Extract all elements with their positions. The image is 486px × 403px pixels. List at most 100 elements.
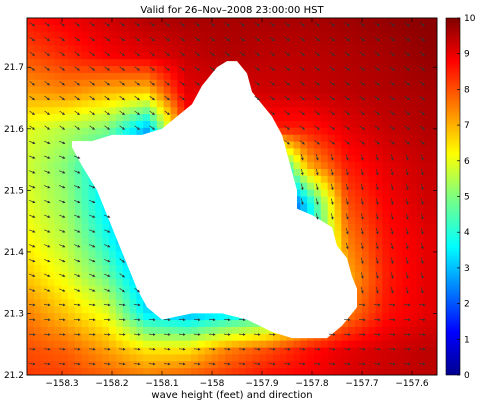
- field-cell: [68, 66, 76, 74]
- field-cell: [286, 66, 295, 74]
- field-cell: [33, 155, 42, 163]
- direction-arrow: [29, 95, 35, 101]
- field-cell: [88, 347, 96, 356]
- field-cell: [115, 107, 124, 115]
- field-cell: [375, 59, 383, 67]
- field-cell: [396, 251, 404, 259]
- field-cell: [314, 189, 322, 198]
- direction-arrow: [388, 318, 396, 322]
- direction-arrow: [329, 36, 335, 42]
- direction-arrow: [344, 95, 350, 101]
- direction-arrow: [358, 318, 366, 322]
- field-cell: [68, 100, 76, 108]
- field-cell: [409, 230, 418, 239]
- field-cell: [143, 31, 151, 40]
- field-cell: [382, 72, 390, 81]
- field-cell: [341, 196, 349, 204]
- field-cell: [40, 182, 49, 191]
- direction-arrow: [284, 36, 290, 42]
- field-cell: [355, 120, 363, 129]
- field-cell: [348, 230, 356, 239]
- field-cell: [88, 306, 96, 314]
- field-cell: [409, 18, 418, 26]
- field-cell: [320, 127, 329, 136]
- field-cell: [361, 361, 370, 369]
- direction-arrow: [254, 22, 260, 27]
- field-cell: [348, 182, 356, 191]
- field-cell: [375, 361, 383, 369]
- field-cell: [122, 24, 131, 33]
- field-cell: [68, 285, 76, 294]
- field-cell: [423, 306, 431, 314]
- field-cell: [197, 361, 206, 369]
- field-cell: [33, 134, 42, 143]
- field-cell: [368, 59, 377, 67]
- field-cell: [327, 72, 336, 81]
- direction-arrow: [194, 66, 200, 71]
- field-cell: [54, 285, 62, 294]
- direction-arrow: [284, 140, 290, 145]
- field-cell: [396, 272, 404, 280]
- direction-arrow: [28, 362, 36, 366]
- field-cell: [320, 45, 329, 53]
- field-cell: [204, 333, 213, 342]
- field-cell: [61, 24, 69, 33]
- field-cell: [320, 347, 329, 356]
- field-cell: [327, 24, 336, 33]
- field-cell: [81, 72, 90, 81]
- field-cell: [27, 141, 35, 150]
- field-cell: [341, 59, 349, 67]
- field-cell: [430, 107, 437, 115]
- field-cell: [259, 31, 267, 40]
- field-cell: [129, 38, 137, 47]
- field-cell: [293, 340, 301, 349]
- field-cell: [218, 31, 226, 40]
- field-cell: [375, 182, 383, 191]
- field-cell: [88, 285, 96, 294]
- field-cell: [197, 347, 206, 356]
- field-cell: [348, 59, 356, 67]
- field-cell: [259, 38, 267, 47]
- field-cell: [423, 52, 431, 60]
- field-cell: [109, 340, 117, 349]
- field-cell: [81, 79, 90, 88]
- field-cell: [430, 203, 437, 211]
- field-cell: [375, 86, 383, 95]
- direction-arrow: [343, 318, 351, 322]
- direction-arrow: [360, 183, 364, 191]
- field-cell: [341, 38, 349, 47]
- field-cell: [33, 52, 42, 60]
- field-cell: [375, 114, 383, 122]
- field-cell: [163, 18, 172, 26]
- field-cell: [88, 203, 96, 211]
- field-cell: [423, 217, 431, 225]
- field-cell: [382, 24, 390, 33]
- direction-arrow: [390, 183, 394, 191]
- field-cell: [361, 272, 370, 280]
- field-cell: [61, 285, 69, 294]
- field-cell: [47, 299, 55, 307]
- field-cell: [389, 52, 397, 60]
- direction-arrow: [134, 95, 140, 101]
- field-cell: [81, 272, 90, 280]
- field-cell: [430, 155, 437, 163]
- field-cell: [252, 59, 260, 67]
- direction-arrow: [44, 273, 51, 277]
- field-cell: [225, 24, 233, 33]
- field-cell: [88, 196, 96, 204]
- field-cell: [74, 127, 83, 136]
- field-cell: [355, 59, 363, 67]
- field-cell: [423, 333, 431, 342]
- field-cell: [74, 72, 83, 81]
- field-cell: [61, 210, 69, 218]
- field-cell: [396, 340, 404, 349]
- field-cell: [293, 196, 301, 204]
- field-cell: [430, 18, 437, 26]
- field-cell: [115, 59, 124, 67]
- field-cell: [307, 162, 315, 170]
- direction-arrow: [254, 51, 260, 56]
- field-cell: [170, 38, 178, 47]
- field-cell: [27, 347, 35, 356]
- field-cell: [40, 107, 49, 115]
- direction-arrow: [59, 288, 66, 292]
